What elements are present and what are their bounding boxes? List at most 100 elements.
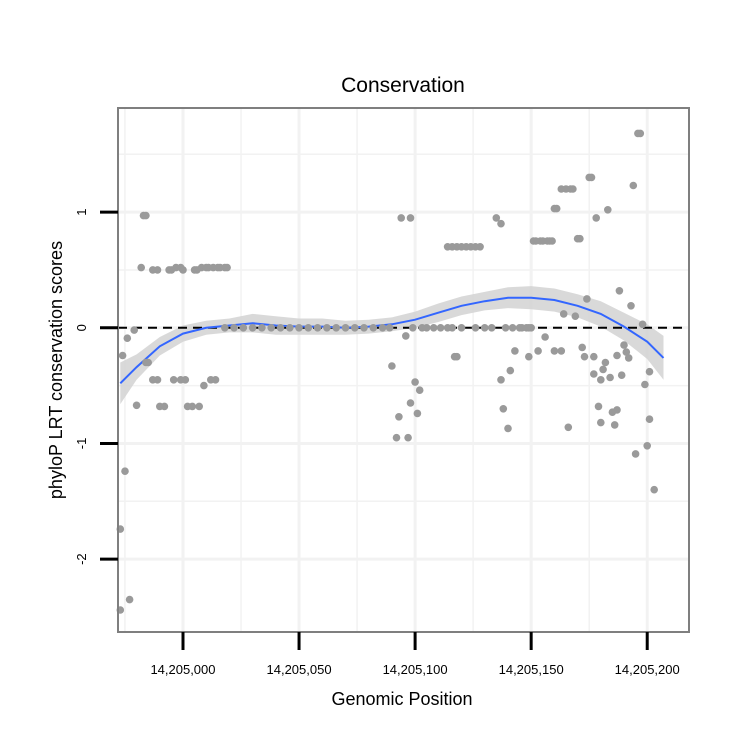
data-point	[142, 211, 150, 220]
data-point	[332, 324, 341, 332]
data-point	[541, 333, 549, 341]
data-point	[590, 370, 598, 378]
data-point	[413, 409, 422, 418]
data-point	[258, 324, 266, 332]
data-point	[587, 173, 596, 182]
data-point	[610, 421, 619, 429]
data-point	[569, 185, 577, 193]
x-tick-label: 14,205,000	[150, 662, 215, 677]
data-point	[636, 129, 645, 138]
data-point	[534, 347, 542, 355]
data-point	[504, 424, 512, 433]
data-point	[511, 347, 519, 355]
data-point	[457, 324, 466, 332]
data-point	[480, 324, 489, 332]
data-point	[385, 324, 394, 332]
data-point	[580, 352, 589, 361]
data-point	[617, 371, 626, 380]
data-point	[508, 324, 517, 332]
data-point	[188, 402, 197, 411]
data-point	[564, 423, 573, 432]
data-point	[624, 354, 633, 362]
data-point	[369, 324, 378, 332]
data-point	[160, 402, 169, 411]
data-point	[620, 341, 628, 349]
x-tick-label: 14,205,150	[499, 662, 564, 677]
data-point	[501, 324, 510, 332]
loess-smooth-line	[119, 296, 665, 385]
data-point	[304, 324, 313, 332]
y-axis-title: phyloP LRT conservation scores	[46, 241, 66, 499]
chart-title: Conservation	[341, 74, 465, 97]
x-tick-label: 14,205,200	[615, 662, 680, 677]
y-tick-label: 0	[74, 324, 89, 331]
data-point	[638, 320, 647, 329]
data-point	[613, 351, 621, 360]
data-point	[341, 324, 350, 332]
data-point	[497, 376, 505, 384]
data-point	[599, 365, 607, 374]
data-point	[429, 324, 438, 332]
data-point	[181, 376, 190, 384]
data-point	[590, 352, 598, 361]
data-point	[650, 485, 658, 494]
data-point	[409, 324, 417, 332]
data-point	[613, 406, 621, 414]
data-point	[153, 376, 162, 384]
data-point	[492, 214, 501, 222]
data-point	[397, 214, 406, 222]
data-point	[125, 595, 134, 604]
data-point	[411, 378, 419, 386]
data-point	[179, 266, 187, 274]
data-point	[223, 263, 231, 272]
data-point	[132, 401, 141, 410]
data-point	[631, 450, 640, 458]
data-point	[395, 413, 403, 421]
data-point	[169, 376, 178, 384]
data-point	[453, 352, 461, 361]
x-tick-label: 14,205,100	[383, 662, 448, 677]
data-point	[144, 358, 152, 367]
data-point	[578, 343, 586, 352]
data-point	[121, 467, 129, 476]
data-point	[592, 214, 600, 222]
axes: 14,205,000 14,205,050 14,205,100 14,205,150…	[74, 208, 680, 677]
data-point	[548, 237, 556, 245]
y-tick-label: -1	[74, 438, 89, 450]
y-tick-label: -2	[74, 553, 89, 565]
data-point	[583, 295, 591, 303]
data-point	[137, 263, 145, 272]
data-point	[200, 381, 208, 390]
confidence-ribbon-group	[120, 286, 664, 405]
data-point	[422, 324, 431, 332]
smooth-line-group	[119, 296, 665, 385]
data-point	[557, 347, 566, 355]
data-point	[604, 206, 612, 214]
data-point	[550, 347, 559, 355]
data-point	[360, 324, 368, 332]
data-point	[392, 433, 401, 442]
data-point	[448, 324, 457, 332]
data-point	[645, 415, 654, 424]
data-points	[116, 129, 658, 614]
x-tick-label: 14,205,050	[267, 662, 332, 677]
data-point	[643, 442, 651, 450]
data-point	[594, 402, 603, 411]
data-point	[239, 324, 248, 332]
data-point	[378, 324, 387, 332]
data-point	[351, 324, 359, 332]
data-point	[195, 402, 203, 411]
data-point	[597, 418, 605, 427]
y-tick-label: 1	[74, 208, 89, 215]
data-point	[606, 373, 614, 382]
data-point	[525, 352, 533, 361]
data-point	[615, 287, 624, 295]
data-point	[629, 181, 638, 190]
data-point	[476, 243, 484, 251]
data-point	[286, 324, 294, 332]
data-point	[527, 324, 535, 332]
data-point	[248, 324, 257, 332]
data-point	[497, 219, 505, 228]
data-point	[323, 324, 331, 332]
data-point	[601, 358, 610, 367]
